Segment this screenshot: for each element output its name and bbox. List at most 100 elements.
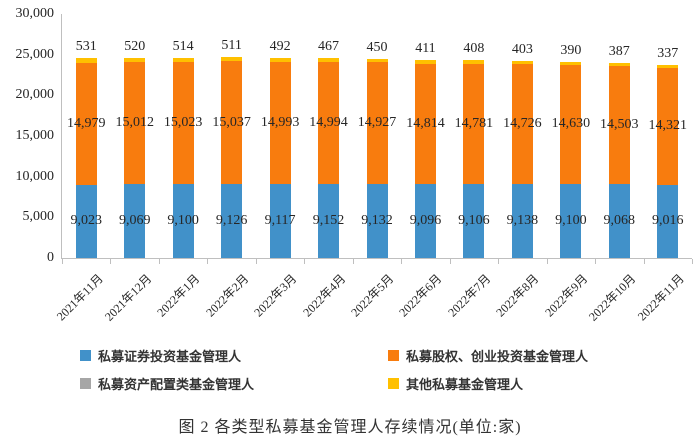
bar-segment-label: 9,100 [555, 212, 587, 228]
bar-segment [511, 183, 533, 258]
legend-label: 私募股权、创业投资基金管理人 [406, 349, 589, 364]
x-axis-tick [352, 259, 354, 264]
x-axis-category-label: 2022年1月 [154, 271, 203, 320]
bar-segment [221, 183, 243, 258]
bar-segment-label: 15,012 [115, 115, 154, 131]
bar-segment-label: 14,979 [66, 115, 106, 131]
bar-segment [560, 64, 582, 184]
bar-segment-label: 14,630 [551, 116, 591, 132]
bar-segment [511, 60, 533, 64]
bar-segment-label: 15,037 [212, 114, 251, 130]
x-axis-tick [595, 259, 597, 264]
bar-total-label: 492 [269, 38, 291, 54]
bar-segment [318, 183, 340, 258]
bar-segment [269, 183, 291, 258]
x-axis-tick [207, 259, 209, 264]
bar-segment [657, 184, 679, 258]
bar-segment-label: 9,126 [215, 212, 248, 228]
bar-segment [657, 68, 679, 185]
bar-segment [124, 184, 146, 258]
bar-total-label: 403 [511, 41, 533, 57]
x-axis-category-label: 2022年8月 [493, 271, 542, 320]
bar-segment-label: 9,069 [118, 213, 151, 229]
x-axis-category-label: 2021年12月 [101, 271, 155, 324]
bar-segment-label: 9,096 [409, 213, 442, 228]
bar-segment-label: 14,993 [260, 114, 300, 130]
bar-segment [269, 57, 291, 62]
bar-segment [172, 183, 194, 258]
x-axis-tick [692, 259, 693, 264]
bar-segment-label: 9,023 [70, 213, 102, 229]
x-axis-category-label: 2022年7月 [445, 271, 494, 320]
bar-segment-label: 9,100 [167, 212, 199, 228]
bar-segment [657, 65, 679, 69]
bar-total-label: 387 [608, 44, 630, 60]
bar-segment [75, 58, 97, 63]
bar-total-label: 450 [366, 39, 388, 55]
legend-item: 私募股权、创业投资基金管理人 [388, 346, 640, 365]
bar-total-label: 514 [172, 38, 194, 54]
bar-total-label: 520 [124, 38, 146, 54]
bar-segment [75, 184, 97, 258]
x-axis-tick [643, 259, 645, 264]
bar-segment [172, 61, 194, 184]
x-axis-category-label: 2022年4月 [299, 271, 348, 320]
bar-segment [560, 61, 582, 65]
bar-total-label: 411 [415, 41, 436, 57]
y-axis-line [61, 14, 62, 259]
y-axis-tick-label: 15,000 [15, 128, 55, 143]
x-axis-category-label: 2022年11月 [635, 271, 688, 324]
bar-segment-label: 9,068 [603, 213, 636, 229]
bar-segment-label: 14,781 [454, 115, 494, 131]
bar-segment [366, 183, 388, 258]
bar-total-label: 531 [75, 39, 97, 55]
bar-total-label: 408 [463, 41, 485, 57]
x-axis-category-label: 2022年10月 [586, 271, 639, 324]
legend-item: 私募证券投资基金管理人 [80, 346, 388, 365]
y-axis-tick-label: 5,000 [22, 209, 55, 225]
bar-segment [463, 183, 485, 258]
bar-segment [414, 184, 436, 258]
bar-segment [608, 184, 630, 258]
figure-caption: 图 2 各类型私募基金管理人存续情况(单位:家) [178, 419, 522, 436]
x-axis-tick [498, 259, 500, 264]
bar-segment [75, 62, 97, 185]
bar-segment [414, 60, 436, 64]
x-axis-category-label: 2022年3月 [251, 271, 300, 320]
x-axis-tick [449, 259, 451, 264]
bar-segment-label: 9,117 [264, 212, 296, 228]
x-axis-category-label: 2021年11月 [53, 271, 106, 324]
legend-swatch-icon [388, 378, 399, 389]
legend-swatch-icon [80, 350, 91, 361]
bar-segment [560, 183, 582, 258]
bar-segment-label: 9,138 [506, 212, 539, 228]
bar-segment [221, 57, 243, 62]
legend-label: 其他私募基金管理人 [406, 377, 524, 392]
bar-segment-label: 9,016 [652, 213, 684, 229]
bar-segment [269, 61, 291, 184]
bar-segment-label: 14,814 [406, 115, 445, 131]
bar-segment [608, 63, 630, 67]
y-axis-tick-label: 10,000 [15, 168, 55, 184]
chart-legend: 私募证券投资基金管理人 私募股权、创业投资基金管理人私募资产配置类基金管理人 其他私… [80, 346, 640, 393]
x-axis-tick [110, 259, 112, 264]
x-axis-tick [546, 259, 548, 264]
x-axis-tick [255, 259, 257, 264]
bar-segment [221, 61, 243, 184]
bar-segment-label: 15,023 [163, 114, 203, 130]
x-axis-category-label: 2022年5月 [348, 271, 397, 320]
bar-total-label: 511 [221, 38, 242, 54]
bar-segment-label: 14,927 [357, 115, 397, 131]
x-axis-tick [401, 259, 403, 264]
bar-segment [511, 63, 533, 184]
x-axis-tick [62, 259, 63, 264]
bar-segment [124, 57, 146, 63]
legend-swatch-icon [80, 378, 91, 389]
legend-label: 私募资产配置类基金管理人 [98, 377, 255, 392]
bar-segment-label: 14,321 [648, 118, 688, 134]
bar-segment [172, 57, 194, 62]
y-axis-tick-label: 0 [47, 250, 54, 265]
x-axis-tick [304, 259, 306, 264]
